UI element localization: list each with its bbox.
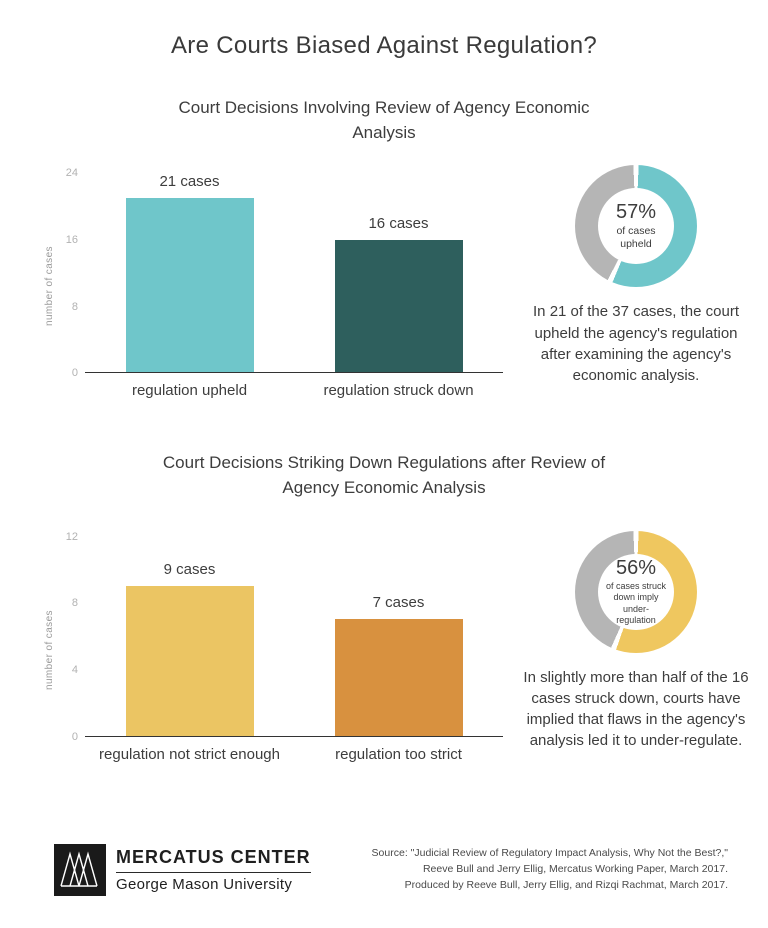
y-tick: 8 bbox=[71, 597, 78, 610]
y-axis-ticks: 24 16 8 0 bbox=[57, 167, 85, 379]
y-tick: 8 bbox=[71, 300, 78, 313]
y-tick: 0 bbox=[71, 730, 78, 743]
donut-chart-upheld: 57% of cases upheld bbox=[575, 165, 697, 288]
x-axis-labels: regulation not strict enough regulation … bbox=[85, 746, 503, 763]
donut-percent: 56% bbox=[615, 557, 657, 580]
bar-group-not-strict-enough: 9 cases bbox=[125, 537, 254, 736]
donut-center-text: 56% of cases struck down imply under-reg… bbox=[575, 531, 697, 653]
source-line: Source: "Judicial Review of Regulatory I… bbox=[371, 847, 728, 860]
x-label-too-strict: regulation too strict bbox=[335, 745, 462, 763]
bar-regulation-upheld bbox=[125, 198, 254, 373]
plot-area: 9 cases 7 cases bbox=[85, 537, 503, 737]
chart2-title: Court Decisions Striking Down Regulation… bbox=[162, 453, 606, 497]
donut-chart-under-regulation: 56% of cases struck down imply under-reg… bbox=[575, 530, 697, 653]
chart1-title: Court Decisions Involving Review of Agen… bbox=[178, 98, 590, 142]
y-tick: 16 bbox=[65, 233, 78, 246]
y-tick: 4 bbox=[71, 663, 78, 676]
x-label-regulation-struck-down: regulation struck down bbox=[323, 382, 474, 400]
donut-panel-under-regulation: 56% of cases struck down imply under-reg… bbox=[511, 530, 761, 752]
x-label-not-strict-enough: regulation not strict enough bbox=[99, 745, 280, 763]
source-attribution: Source: "Judicial Review of Regulatory I… bbox=[372, 846, 728, 893]
source-line: Reeve Bull and Jerry Ellig, Mercatus Wor… bbox=[422, 863, 728, 876]
brand-title: MERCATUS CENTER bbox=[116, 847, 311, 873]
y-axis-label: number of cases bbox=[44, 246, 55, 327]
source-line: Produced by Reeve Bull, Jerry Ellig, and… bbox=[404, 878, 728, 891]
donut-caption-under-regulation: In slightly more than half of the 16 cas… bbox=[523, 668, 749, 750]
donut-sublabel: of cases upheld bbox=[616, 225, 656, 251]
donut-center-text: 57% of cases upheld bbox=[575, 165, 697, 287]
bar-value-label: 9 cases bbox=[163, 561, 216, 579]
y-axis-ticks: 12 8 4 0 bbox=[57, 531, 85, 743]
bar-value-label: 7 cases bbox=[372, 594, 425, 612]
x-axis-labels: regulation upheld regulation struck down bbox=[85, 382, 503, 399]
page-title: Are Courts Biased Against Regulation? bbox=[170, 32, 597, 59]
bar-regulation-struck-down bbox=[334, 239, 463, 373]
bar-chart-decisions: number of cases 24 16 8 0 21 cases 16 ca… bbox=[44, 167, 503, 399]
brand-text: MERCATUS CENTER George Mason University bbox=[116, 847, 311, 893]
bar-group-regulation-struck-down: 16 cases bbox=[334, 173, 463, 373]
bar-regulation-too-strict bbox=[334, 619, 463, 736]
mercatus-brand: MERCATUS CENTER George Mason University bbox=[54, 844, 311, 896]
brand-subtitle: George Mason University bbox=[116, 876, 293, 893]
bar-group-too-strict: 7 cases bbox=[334, 537, 463, 736]
y-tick: 24 bbox=[65, 167, 78, 180]
y-tick: 12 bbox=[65, 530, 78, 543]
y-axis-label: number of cases bbox=[44, 609, 55, 690]
donut-sublabel: of cases struck down imply under-regulat… bbox=[605, 581, 667, 625]
donut-hole bbox=[598, 553, 674, 630]
section-upheld-vs-struck: Court Decisions Involving Review of Agen… bbox=[0, 96, 768, 399]
bar-regulation-not-strict-enough bbox=[125, 586, 254, 736]
bar-value-label: 21 cases bbox=[159, 173, 220, 191]
donut-hole bbox=[598, 188, 674, 265]
donut-panel-upheld: 57% of cases upheld In 21 of the 37 case… bbox=[511, 165, 761, 386]
x-label-regulation-upheld: regulation upheld bbox=[131, 382, 248, 400]
y-tick: 0 bbox=[71, 367, 78, 380]
plot-area: 21 cases 16 cases bbox=[85, 173, 503, 374]
bar-group-regulation-upheld: 21 cases bbox=[125, 173, 254, 373]
donut-caption-upheld: In 21 of the 37 cases, the court upheld … bbox=[533, 303, 739, 385]
footer: MERCATUS CENTER George Mason University … bbox=[54, 844, 728, 896]
mercatus-logo-icon bbox=[54, 844, 106, 896]
section-struck-down-detail: Court Decisions Striking Down Regulation… bbox=[0, 451, 768, 762]
bar-value-label: 16 cases bbox=[368, 214, 429, 232]
donut-percent: 57% bbox=[615, 201, 657, 224]
bar-chart-struck-down: number of cases 12 8 4 0 9 cases 7 cases bbox=[44, 531, 503, 763]
